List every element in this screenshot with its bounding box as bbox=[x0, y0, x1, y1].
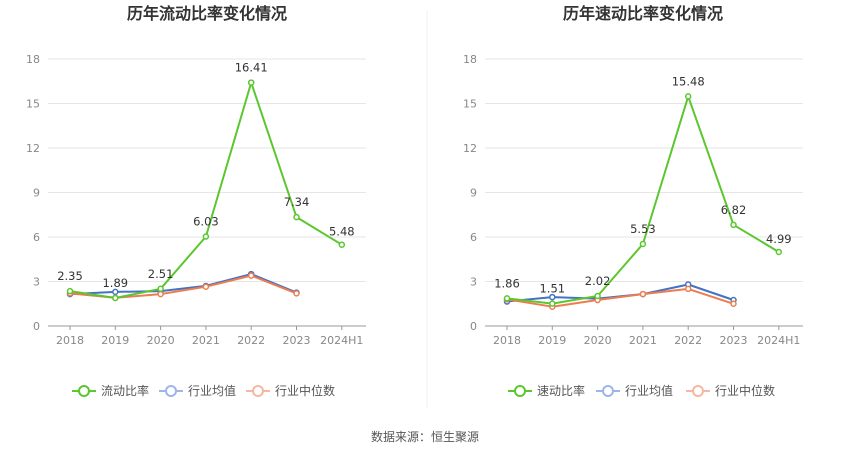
data-point-median bbox=[730, 300, 737, 307]
data-point-main bbox=[503, 295, 511, 302]
series-line-avg bbox=[69, 273, 297, 296]
y-tick-label: 6 bbox=[33, 231, 40, 244]
legend-label: 流动比率 bbox=[101, 383, 149, 398]
legend-label: 行业均值 bbox=[188, 383, 236, 398]
legend-item-median[interactable]: 行业中位数 bbox=[246, 383, 335, 398]
data-point-main bbox=[112, 294, 119, 302]
y-tick-label: 0 bbox=[470, 320, 477, 333]
y-tick-label: 6 bbox=[470, 231, 477, 244]
data-label: 2.02 bbox=[585, 274, 611, 288]
chart-panel-2: 历年速动比率变化情况 0 3 6 9 12 15 18 2018 2019 2020 2021 2022… bbox=[463, 4, 803, 398]
chart-title: 历年流动比率变化情况 bbox=[127, 4, 287, 23]
x-tick-label: 2022 bbox=[237, 334, 265, 347]
data-point-main bbox=[775, 248, 783, 256]
data-point-median bbox=[293, 290, 300, 297]
x-tick-label: 2021 bbox=[192, 334, 220, 347]
legend-item-avg[interactable]: 行业均值 bbox=[159, 383, 236, 398]
y-tick-label: 9 bbox=[470, 187, 477, 200]
y-tick-label: 12 bbox=[463, 142, 477, 155]
legend-item-main[interactable]: 流动比率 bbox=[72, 383, 149, 398]
data-point-main bbox=[66, 287, 74, 295]
legend-item-avg[interactable]: 行业均值 bbox=[596, 383, 673, 398]
chart-title: 历年速动比率变化情况 bbox=[563, 4, 723, 23]
data-point-main bbox=[293, 213, 300, 221]
y-tick-label: 0 bbox=[33, 320, 40, 333]
data-label: 2.35 bbox=[57, 269, 83, 283]
data-point-median bbox=[202, 283, 210, 290]
series-line-median bbox=[506, 287, 734, 308]
data-point-median bbox=[247, 272, 255, 279]
data-point-main bbox=[202, 233, 210, 240]
legend-marker-icon bbox=[78, 385, 90, 397]
legend-label: 行业中位数 bbox=[275, 383, 335, 398]
x-tick-label: 2023 bbox=[720, 334, 748, 347]
y-tick-label: 12 bbox=[26, 142, 40, 155]
x-tick-label: 2018 bbox=[56, 334, 84, 347]
data-point-avg bbox=[549, 293, 556, 301]
data-point-avg bbox=[112, 288, 119, 296]
legend-marker-icon bbox=[514, 385, 526, 397]
data-label: 6.82 bbox=[721, 203, 747, 217]
x-tick-label: 2018 bbox=[493, 334, 521, 347]
chart-panel-1: 历年流动比率变化情况 0 3 6 9 12 15 18 2018 2019 2020 2021 2022… bbox=[26, 4, 366, 398]
x-tick-label: 2024H1 bbox=[320, 334, 363, 347]
data-point-main bbox=[730, 221, 737, 229]
data-point-main bbox=[639, 240, 647, 248]
y-tick-label: 18 bbox=[26, 53, 40, 66]
data-label: 5.53 bbox=[630, 222, 656, 236]
data-label: 5.48 bbox=[329, 225, 355, 239]
legend-item-median[interactable]: 行业中位数 bbox=[686, 383, 775, 398]
legend-label: 行业中位数 bbox=[715, 383, 775, 398]
y-tick-label: 18 bbox=[463, 53, 477, 66]
y-tick-label: 3 bbox=[33, 276, 40, 289]
legend-marker-icon bbox=[252, 385, 264, 397]
data-point-main bbox=[549, 300, 556, 307]
data-point-median bbox=[157, 290, 164, 298]
data-label: 1.51 bbox=[539, 282, 565, 296]
data-label: 2.51 bbox=[148, 267, 174, 281]
x-tick-label: 2022 bbox=[674, 334, 702, 347]
x-tick-label: 2021 bbox=[629, 334, 657, 347]
series-line-main bbox=[506, 95, 780, 305]
legend-marker-icon bbox=[602, 385, 614, 397]
data-label: 7.34 bbox=[284, 195, 310, 209]
data-point-main bbox=[594, 292, 601, 300]
data-point-main bbox=[247, 79, 255, 86]
y-tick-label: 3 bbox=[470, 276, 477, 289]
legend-label: 速动比率 bbox=[537, 383, 585, 398]
series-line-main bbox=[69, 81, 343, 299]
x-tick-label: 2019 bbox=[101, 334, 129, 347]
data-label: 15.48 bbox=[672, 74, 705, 88]
data-point-median bbox=[684, 285, 692, 293]
data-label: 1.89 bbox=[102, 276, 128, 290]
x-tick-label: 2019 bbox=[538, 334, 566, 347]
x-tick-label: 2024H1 bbox=[757, 334, 800, 347]
y-tick-label: 9 bbox=[33, 187, 40, 200]
data-point-main bbox=[157, 285, 164, 293]
legend-marker-icon bbox=[165, 385, 177, 397]
data-point-median bbox=[639, 290, 647, 298]
x-tick-label: 2020 bbox=[147, 334, 175, 347]
legend-item-main[interactable]: 速动比率 bbox=[508, 383, 585, 398]
legend-label: 行业均值 bbox=[625, 383, 673, 398]
y-tick-label: 15 bbox=[463, 98, 477, 111]
data-label: 4.99 bbox=[766, 232, 792, 246]
x-tick-label: 2023 bbox=[283, 334, 311, 347]
data-source-note: 数据来源：恒生聚源 bbox=[370, 430, 479, 444]
data-point-main bbox=[684, 93, 692, 100]
legend-marker-icon bbox=[692, 385, 704, 397]
data-label: 1.86 bbox=[494, 276, 520, 290]
x-tick-label: 2020 bbox=[584, 334, 612, 347]
data-point-main bbox=[338, 241, 346, 248]
data-label: 6.03 bbox=[193, 215, 219, 229]
data-label: 16.41 bbox=[235, 61, 268, 75]
y-tick-label: 15 bbox=[26, 98, 40, 111]
